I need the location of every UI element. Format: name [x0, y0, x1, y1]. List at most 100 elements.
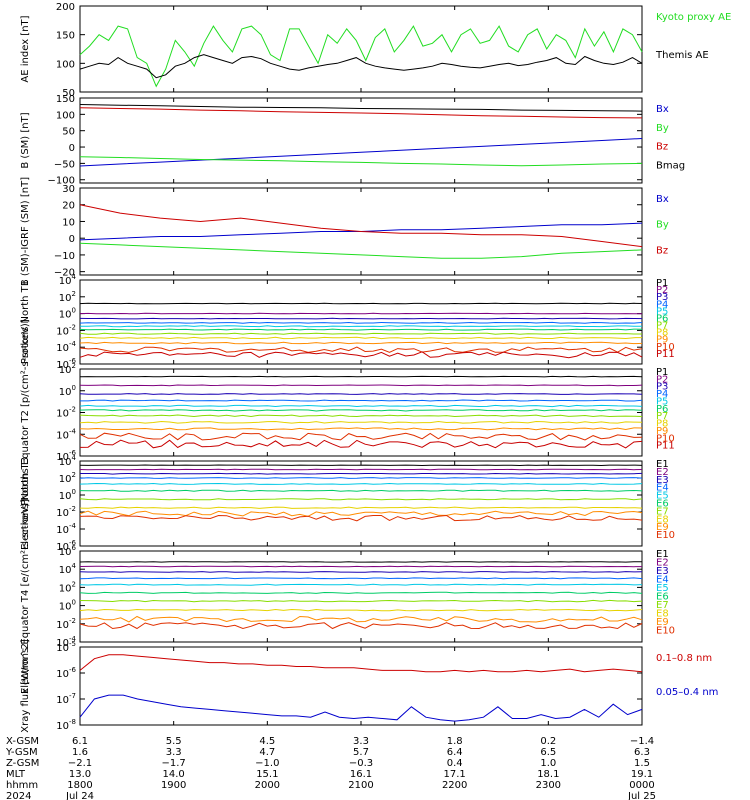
- orbit-cell-0-1: 5.5: [166, 736, 182, 747]
- panel-7-legend-E5: E5: [656, 583, 669, 594]
- panel-4-series-P6: [79, 328, 643, 331]
- panel-2-ytick-label-2: 0: [69, 143, 75, 154]
- panel-7-series-E7: [79, 599, 643, 603]
- panel-2-series-By: [79, 156, 643, 167]
- panel-8-ytick-label-0: 10-8: [56, 718, 76, 732]
- orbit-row-name-4: hhmm: [6, 780, 38, 791]
- orbit-cell-2-5: 1.0: [540, 758, 556, 769]
- panel-7-series-E4: [79, 577, 643, 580]
- panel-6-ytick-label-0: 10-6: [56, 539, 76, 553]
- panel-6-legend-E3: E3: [656, 475, 669, 486]
- orbit-cell-2-1: −1.7: [162, 758, 186, 769]
- panel-6-ytick-label-4: 102: [59, 471, 76, 485]
- orbit-cell-4-1: 1900: [161, 780, 186, 791]
- orbit-cell-2-2: −1.0: [255, 758, 279, 769]
- orbit-cell-5-6: Jul 25: [627, 791, 656, 800]
- panel-4-legend-P1: P1: [656, 278, 668, 289]
- panel-4-legend-P2: P2: [656, 285, 668, 296]
- panel-6-ytick-label-5: 104: [59, 454, 77, 468]
- panel-6-legend-E9: E9: [656, 522, 669, 533]
- panel-7-ytick-label-2: 100: [59, 599, 76, 613]
- panel-7-legend-E8: E8: [656, 609, 669, 620]
- panel-5-series-P8: [79, 420, 643, 424]
- panel-7-legend-E1: E1: [656, 549, 669, 560]
- panel-5-legend-P6: P6: [656, 404, 668, 415]
- panel-4-legend-P3: P3: [656, 292, 668, 303]
- panel-4-legend-P8: P8: [656, 328, 668, 339]
- panel-7-ytick-label-0: 10-4: [56, 635, 76, 649]
- panel-2-legend-By: By: [656, 123, 669, 134]
- orbit-cell-3-6: 19.1: [631, 769, 653, 780]
- orbit-row-name-2: Z-GSM: [6, 758, 39, 769]
- panel-5-series-P10: [79, 432, 643, 441]
- panel-8-legend-0-1-0-8-nm: 0.1–0.8 nm: [656, 653, 712, 664]
- panel-6-legend-E4: E4: [656, 483, 669, 494]
- orbit-cell-0-5: 0.2: [540, 736, 556, 747]
- panel-5-series-P7: [79, 414, 643, 418]
- panel-6-series-E4: [79, 477, 643, 479]
- panel-5-series-P4: [80, 399, 643, 402]
- panel-4-series-P3: [79, 317, 643, 320]
- panel-2-ytick-label-0: −100: [48, 176, 75, 187]
- panel-6-legend-E8: E8: [656, 514, 669, 525]
- orbit-cell-0-2: 4.5: [259, 736, 275, 747]
- panel-1-legend-Kyoto-proxy-AE: Kyoto proxy AE: [656, 12, 731, 23]
- panel-2-legend-Bx: Bx: [656, 104, 669, 115]
- panel-8-ytick-label-1: 10-7: [56, 692, 76, 706]
- orbit-cell-1-4: 6.4: [447, 747, 463, 758]
- panel-7-series-E10: [79, 622, 643, 630]
- orbit-cell-1-1: 3.3: [166, 747, 182, 758]
- panel-3-ylabel: B (SM)-IGRF (SM) [nT]: [20, 177, 31, 286]
- panel-2-ytick-label-4: 100: [56, 110, 75, 121]
- panel-2-series-Bmag: [79, 104, 643, 112]
- panel-1-legend-Themis-AE: Themis AE: [655, 50, 709, 61]
- panel-4-series-P8: [79, 336, 643, 340]
- panel-2-series-Bx: [79, 138, 643, 167]
- panel-8-series-0-05-0-4-nm: [79, 694, 643, 722]
- panel-5-series-P9: [79, 427, 643, 431]
- orbit-cell-4-0: 1800: [67, 780, 92, 791]
- orbit-row-name-0: X-GSM: [6, 736, 39, 747]
- panel-5-legend-P7: P7: [656, 411, 668, 422]
- panel-5-series-P6: [79, 409, 643, 412]
- panel-4-legend-P4: P4: [656, 299, 668, 310]
- panel-5-legend-P10: P10: [656, 433, 675, 444]
- panel-4-series-P4: [79, 321, 643, 324]
- panel-5-legend-P2: P2: [656, 374, 668, 385]
- panel-6-legend-E10: E10: [656, 530, 675, 541]
- orbit-cell-1-6: 6.3: [634, 747, 650, 758]
- panel-5-frame: [79, 368, 643, 457]
- orbit-cell-3-0: 13.0: [69, 769, 91, 780]
- panel-4-ytick-label-3: 100: [59, 307, 76, 321]
- panel-5-series-P2: [79, 384, 643, 387]
- panel-1-ylabel: AE index [nT]: [20, 15, 31, 82]
- panel-7-legend-E7: E7: [656, 600, 669, 611]
- orbit-row-name-1: Y-GSM: [5, 747, 38, 758]
- panel-7-series-E3: [79, 571, 643, 573]
- orbit-cell-0-4: 1.8: [447, 736, 463, 747]
- panel-7-series-E9: [79, 615, 643, 623]
- panel-6-legend-E7: E7: [656, 506, 669, 517]
- panel-7-legend-E9: E9: [656, 617, 669, 628]
- orbit-cell-4-6: 0000: [629, 780, 654, 791]
- orbit-cell-2-4: 0.4: [447, 758, 463, 769]
- panel-1-series-Kyoto-proxy-AE: [79, 25, 643, 88]
- panel-4-ytick-label-4: 102: [59, 290, 76, 304]
- panel-4-ytick-label-0: 10-6: [56, 357, 76, 371]
- panel-8-ylabel: Xray flux [W/m^2]: [20, 639, 31, 733]
- panel-5-series-P1: [79, 375, 643, 378]
- panel-5-legend-P11: P11: [656, 441, 675, 452]
- panel-6-legend-E5: E5: [656, 491, 669, 502]
- panel-3-series-Bz: [79, 204, 643, 248]
- orbit-cell-4-3: 2100: [348, 780, 373, 791]
- panel-6-series-E7: [79, 498, 643, 501]
- panel-5-ylabel: Protons Equator T2 [p/(cm²-s-sr-keV)]: [20, 319, 31, 506]
- panel-7-series-E6: [79, 591, 643, 594]
- panel-6-series-E5: [79, 482, 643, 485]
- panel-8-legend-0-05-0-4-nm: 0.05–0.4 nm: [656, 687, 718, 698]
- panel-4-ylabel: Protons North T1: [20, 280, 31, 364]
- panel-6-series-E8: [79, 506, 643, 509]
- panel-6-series-E6: [79, 489, 643, 492]
- panel-2-series-Bz: [79, 107, 643, 119]
